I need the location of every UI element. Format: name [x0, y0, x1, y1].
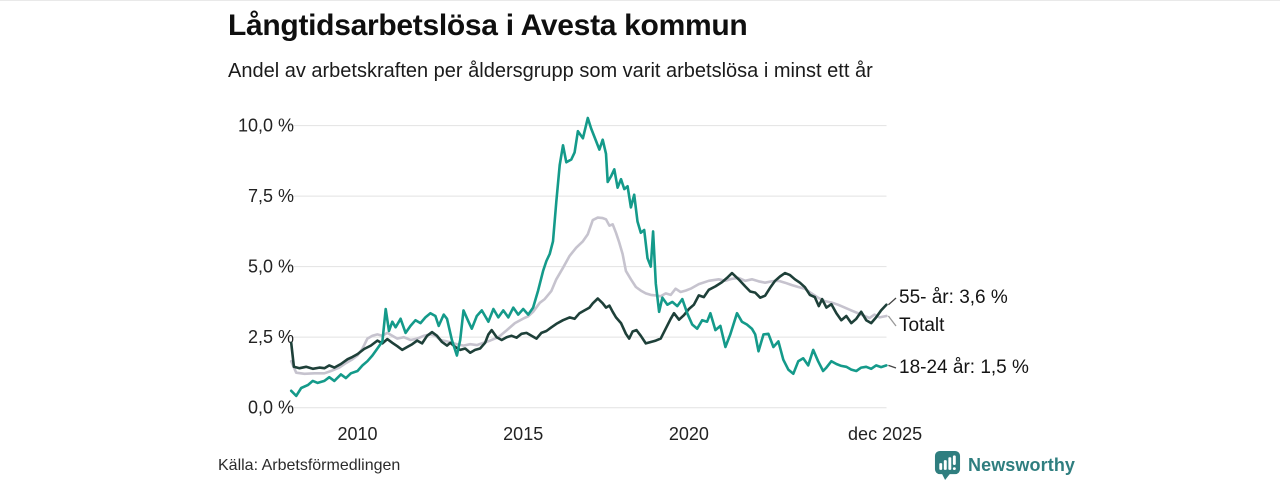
end-label-connector	[887, 297, 897, 306]
source-note: Källa: Arbetsförmedlingen	[218, 457, 401, 474]
y-tick-label: 10,0 %	[238, 116, 294, 136]
series-end-label-totalt: Totalt	[899, 315, 945, 336]
end-label-connector	[888, 364, 897, 369]
end-label-connector	[887, 315, 897, 327]
series-line-totalt	[289, 216, 888, 376]
x-tick-label: 2020	[669, 424, 709, 444]
series-line-55-r	[289, 271, 888, 371]
x-tick-label: 2010	[337, 424, 377, 444]
series-end-label-55: 55- år: 3,6 %	[899, 287, 1008, 308]
y-tick-label: 7,5 %	[248, 186, 294, 206]
x-tick-label: dec 2025	[848, 424, 922, 444]
series-line-18-24-r	[289, 116, 888, 398]
x-tick-label: 2015	[503, 424, 543, 444]
newsworthy-chart-bubble-icon	[934, 451, 961, 480]
page-title: Långtidsarbetslösa i Avesta kommun	[228, 9, 748, 42]
series-end-label-18-24: 18-24 år: 1,5 %	[899, 357, 1029, 378]
brand-name: Newsworthy	[968, 454, 1076, 475]
newsworthy-logo: Newsworthy	[934, 450, 1075, 480]
y-tick-label: 2,5 %	[248, 327, 294, 347]
chart-subtitle: Andel av arbetskraften per åldersgrupp s…	[228, 60, 873, 82]
y-tick-label: 0,0 %	[248, 398, 294, 418]
y-tick-label: 5,0 %	[248, 257, 294, 277]
